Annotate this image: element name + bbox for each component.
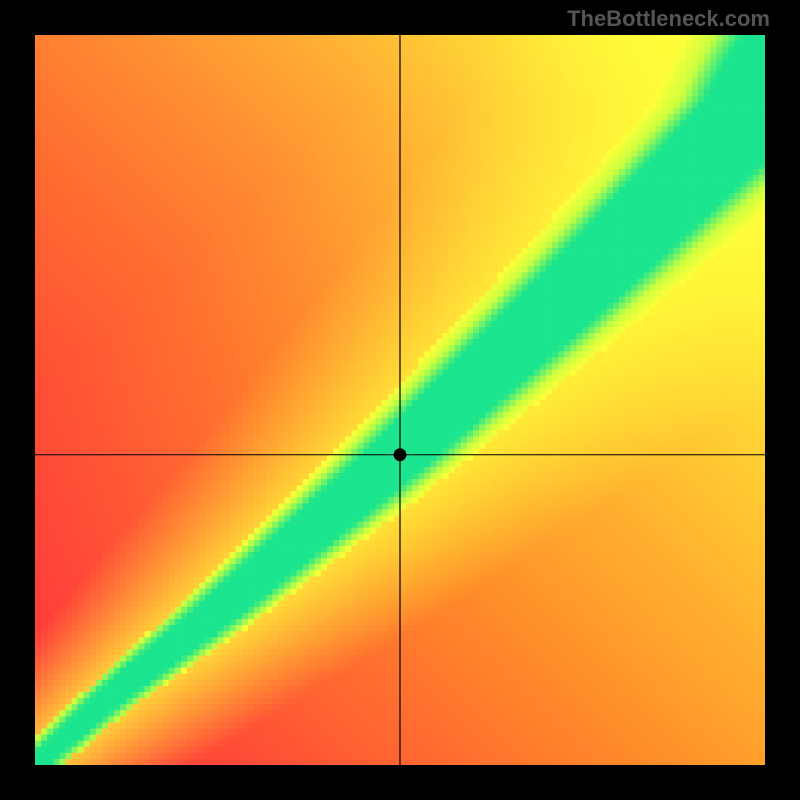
watermark-text: TheBottleneck.com xyxy=(567,6,770,32)
plot-area xyxy=(35,35,765,765)
heatmap-canvas xyxy=(35,35,765,765)
chart-container: TheBottleneck.com xyxy=(0,0,800,800)
